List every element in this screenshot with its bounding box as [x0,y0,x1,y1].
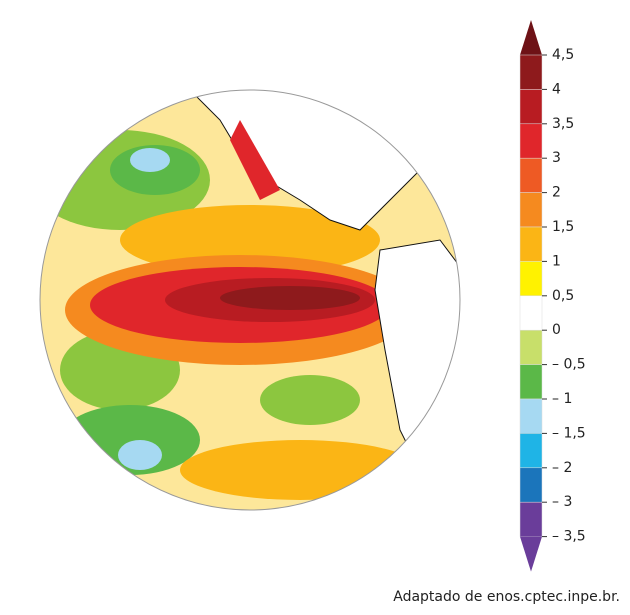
colorbar-label: 0,5 [552,288,574,304]
colorbar-label: – 3 [552,494,572,510]
colorbar-segment [519,364,543,400]
colorbar-segment [519,329,543,365]
colorbar-label: 4,5 [552,47,574,63]
colorbar-segment [519,295,543,331]
colorbar-segment [519,226,543,262]
colorbar-segment [519,261,543,297]
source: Adaptado de enos.cptec.inpe.br. [393,589,620,605]
globe-outline [39,89,461,511]
colorbar-label: – 3,5 [552,529,586,545]
colorbar-segment [519,192,543,228]
colorbar-label: 4 [552,81,561,97]
colorbar-label: 2 [552,185,561,201]
colorbar-label: – 2 [552,460,572,476]
colorbar-label: 1,5 [552,219,574,235]
colorbar-label: – 1 [552,391,572,407]
colorbar-segment [519,501,543,537]
colorbar-label: 1 [552,253,561,269]
colorbar-segment [519,123,543,159]
colorbar-segment [519,89,543,125]
colorbar-segment [519,467,543,503]
colorbar-segment [519,157,543,193]
colorbar-segment [519,398,543,434]
colorbar-label: – 1,5 [552,425,586,441]
globe [40,90,460,510]
colorbar-label: 3 [552,150,561,166]
colorbar-cap [520,20,542,55]
colorbar-label: 3,5 [552,116,574,132]
colorbar-segment [519,54,543,90]
colorbar-label: – 0,5 [552,357,586,373]
colorbar-cap [520,536,542,572]
colorbar-segment [519,433,543,469]
colorbar-label: 0 [552,322,561,338]
